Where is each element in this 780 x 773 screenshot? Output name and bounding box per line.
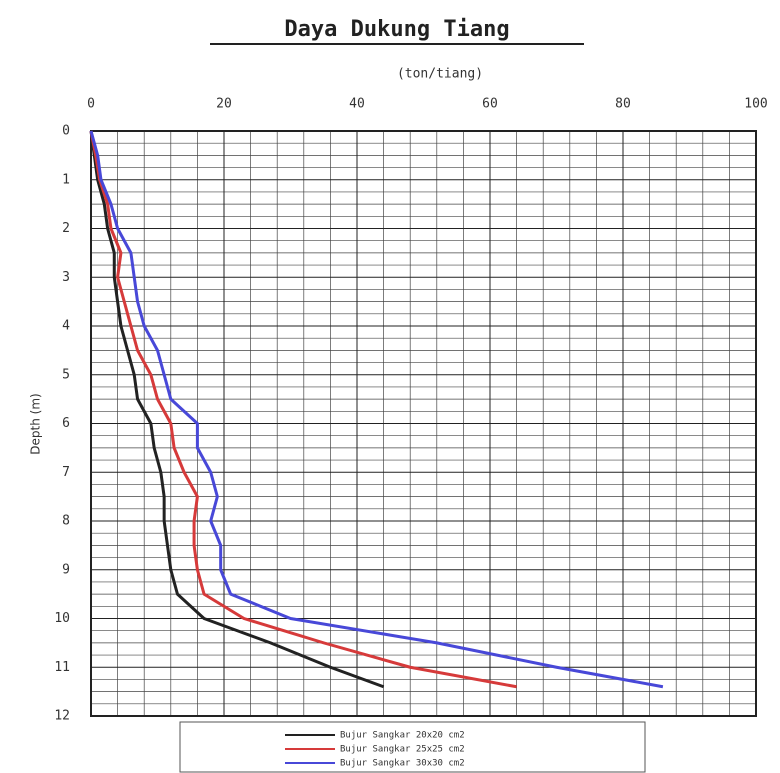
y-tick-label: 5 — [62, 367, 70, 382]
y-tick-label: 6 — [62, 416, 70, 431]
x-tick-label: 20 — [216, 97, 232, 112]
y-tick-label: 10 — [54, 611, 70, 626]
chart: Daya Dukung Tiang (ton/tiang) Depth (m) … — [0, 0, 780, 773]
y-tick-label: 3 — [62, 270, 70, 285]
y-tick-label: 4 — [62, 319, 70, 334]
y-tick-label: 7 — [62, 465, 70, 480]
axis-title: Depth (m) — [29, 393, 43, 454]
data-line — [91, 131, 663, 687]
y-tick-label: 11 — [54, 660, 70, 675]
y-tick-label: 9 — [62, 562, 70, 577]
x-tick-label: 60 — [482, 97, 498, 112]
legend-label: Bujur Sangkar 30x30 cm2 — [340, 759, 465, 769]
legend-label: Bujur Sangkar 20x20 cm2 — [340, 731, 465, 741]
axis-title: (ton/tiang) — [397, 67, 483, 82]
x-tick-label: 40 — [349, 97, 365, 112]
x-tick-label: 100 — [744, 97, 767, 112]
legend-label: Bujur Sangkar 25x25 cm2 — [340, 745, 465, 755]
y-tick-label: 0 — [62, 124, 70, 139]
x-tick-label: 80 — [615, 97, 631, 112]
y-tick-label: 1 — [62, 172, 70, 187]
chart-title: Daya Dukung Tiang — [284, 17, 509, 42]
data-line — [91, 131, 384, 687]
y-tick-label: 8 — [62, 514, 70, 529]
y-tick-label: 2 — [62, 221, 70, 236]
x-tick-label: 0 — [87, 97, 95, 112]
page: {"chart_data": {"type": "line", "title":… — [0, 0, 780, 773]
y-tick-label: 12 — [54, 709, 70, 724]
